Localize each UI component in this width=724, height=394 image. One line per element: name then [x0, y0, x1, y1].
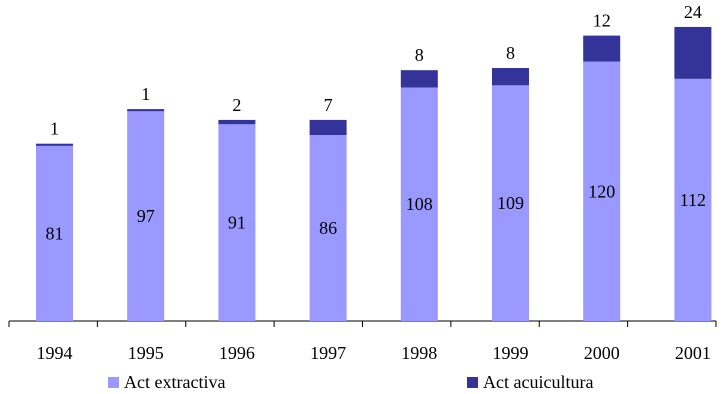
- bar-extractiva-2001: [674, 78, 712, 322]
- bar-acuicultura-1996: [218, 119, 256, 125]
- x-tick-label-1994: 1994: [37, 343, 73, 363]
- data-label-acuicultura-1999: 8: [506, 43, 515, 63]
- bar-extractiva-1994: [36, 145, 73, 321]
- data-label-acuicultura-1994: 1: [50, 119, 59, 139]
- data-label-extractiva-1994: 81: [46, 223, 64, 243]
- data-label-acuicultura-1996: 2: [232, 95, 241, 115]
- data-label-extractiva-1997: 86: [319, 218, 337, 238]
- data-label-acuicultura-1995: 1: [141, 84, 150, 104]
- legend-item-acuicultura: Act acuicultura: [467, 372, 593, 393]
- legend-label-extractiva: Act extractiva: [124, 372, 226, 392]
- data-label-extractiva-2001: 112: [680, 190, 706, 210]
- x-tick-label-2000: 2000: [584, 343, 620, 363]
- legend-swatch-extractiva: [108, 377, 119, 388]
- bar-extractiva-2000: [583, 61, 621, 322]
- x-tick-label-1997: 1997: [310, 343, 346, 363]
- x-tick-label-1995: 1995: [128, 343, 164, 363]
- data-label-extractiva-1999: 109: [497, 193, 524, 213]
- data-label-acuicultura-2000: 12: [593, 11, 611, 31]
- bar-extractiva-1999: [492, 85, 529, 321]
- data-label-acuicultura-1998: 8: [415, 45, 424, 65]
- data-label-extractiva-1998: 108: [406, 194, 433, 214]
- bar-acuicultura-1998: [400, 70, 438, 88]
- x-tick-label-2001: 2001: [675, 343, 711, 363]
- legend-label-acuicultura: Act acuicultura: [483, 372, 594, 392]
- bar-extractiva-1996: [218, 124, 256, 321]
- data-label-acuicultura-2001: 24: [684, 2, 702, 22]
- data-label-acuicultura-1997: 7: [324, 95, 333, 115]
- bar-acuicultura-2001: [674, 26, 712, 79]
- data-label-extractiva-2000: 120: [588, 181, 615, 201]
- bar-extractiva-1995: [127, 111, 165, 322]
- bar-acuicultura-1994: [36, 143, 73, 146]
- legend-item-extractiva: Act extractiva: [108, 372, 225, 393]
- bar-acuicultura-1999: [492, 68, 529, 86]
- data-label-extractiva-1995: 97: [137, 206, 155, 226]
- bar-acuicultura-2000: [583, 35, 621, 62]
- bar-acuicultura-1995: [127, 109, 165, 112]
- bar-acuicultura-1997: [309, 119, 347, 136]
- legend-swatch-acuicultura: [467, 377, 478, 388]
- x-tick-label-1998: 1998: [401, 343, 437, 363]
- data-label-extractiva-1996: 91: [228, 213, 246, 233]
- x-tick-label-1999: 1999: [493, 343, 529, 363]
- x-tick-label-1996: 1996: [219, 343, 255, 363]
- bar-extractiva-1997: [309, 135, 347, 321]
- bar-extractiva-1998: [400, 87, 438, 322]
